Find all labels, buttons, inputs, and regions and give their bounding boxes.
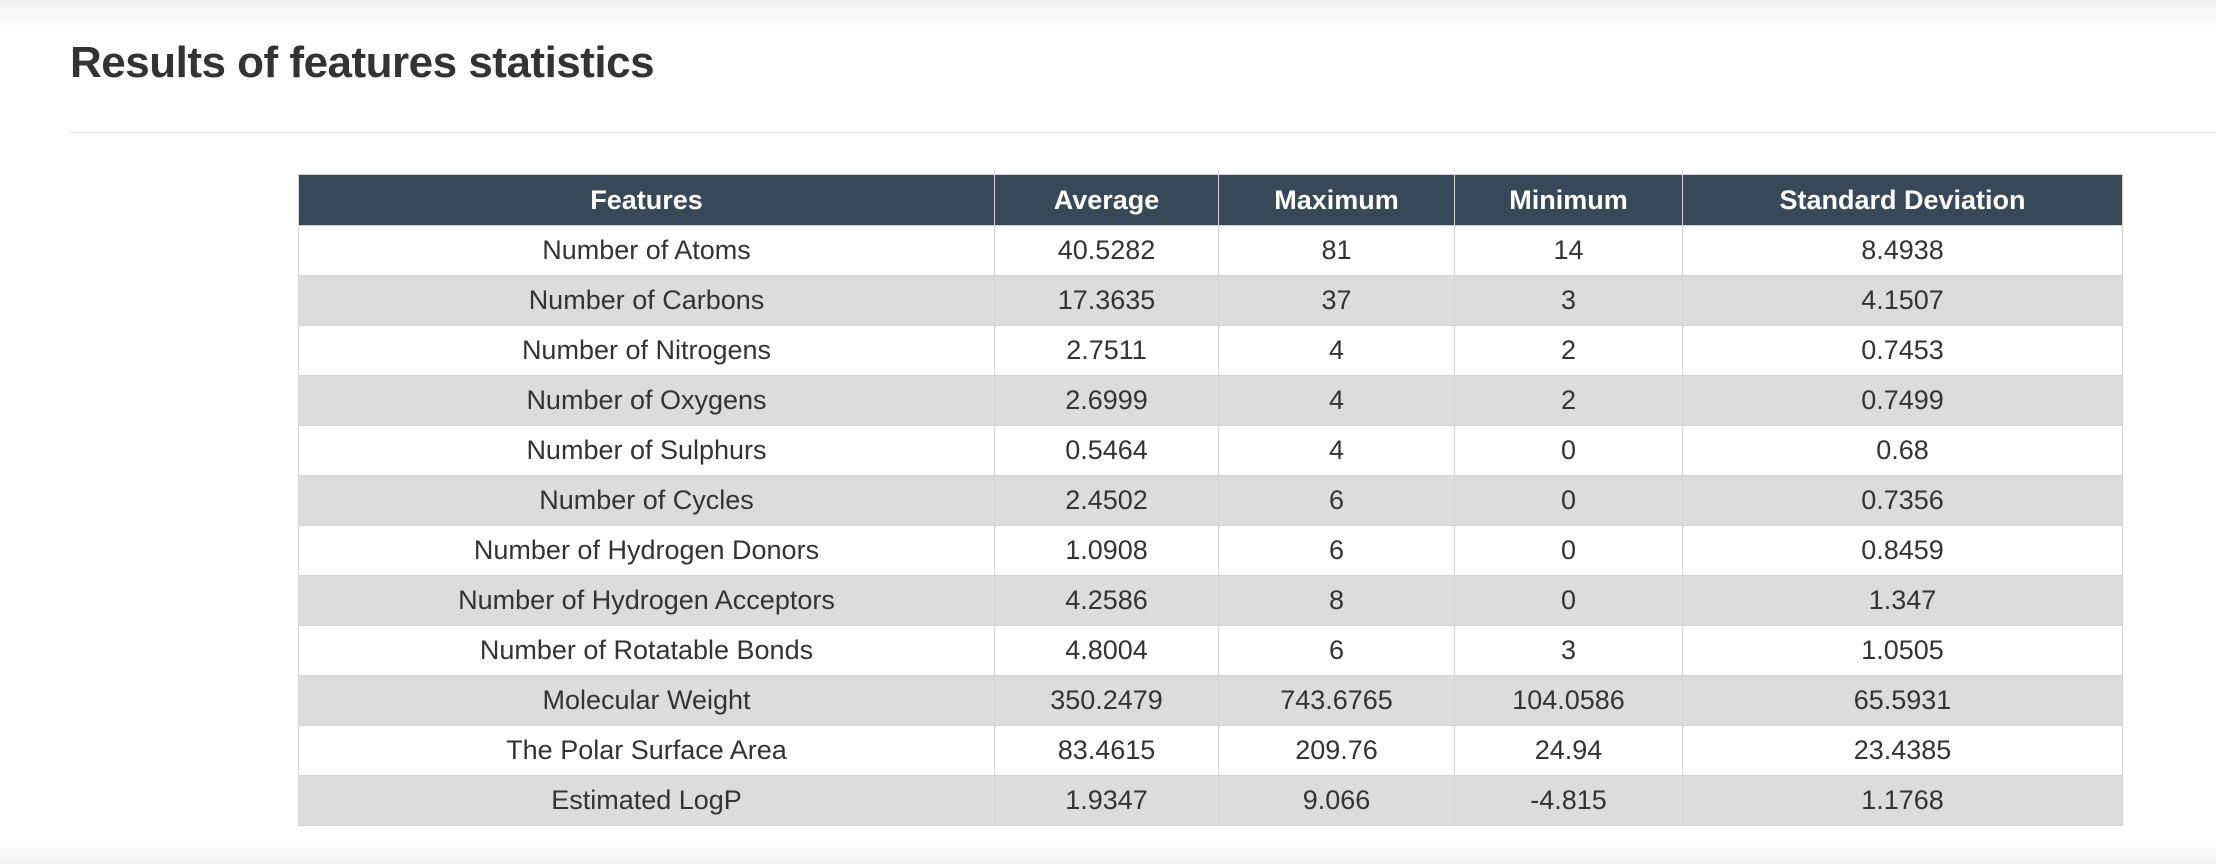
cell-feature: Number of Hydrogen Acceptors <box>298 575 995 626</box>
cell-feature: Number of Oxygens <box>298 375 995 426</box>
cell-minimum: 2 <box>1454 325 1683 376</box>
cell-std-dev: 4.1507 <box>1682 275 2123 326</box>
cell-maximum: 81 <box>1218 225 1455 276</box>
cell-average: 1.0908 <box>994 525 1219 576</box>
cell-std-dev: 0.7356 <box>1682 475 2123 526</box>
cell-minimum: 0 <box>1454 475 1683 526</box>
cell-feature: Number of Carbons <box>298 275 995 326</box>
title-divider <box>70 132 2216 133</box>
features-statistics-table: Features Average Maximum Minimum Standar… <box>298 174 2123 826</box>
page-title: Results of features statistics <box>70 38 655 87</box>
table-row: Number of Sulphurs 0.5464 4 0 0.68 <box>298 425 2123 476</box>
header-average: Average <box>994 174 1219 226</box>
cell-std-dev: 23.4385 <box>1682 725 2123 776</box>
cell-minimum: 14 <box>1454 225 1683 276</box>
cell-maximum: 8 <box>1218 575 1455 626</box>
table-row: Number of Carbons 17.3635 37 3 4.1507 <box>298 275 2123 326</box>
cell-feature: Estimated LogP <box>298 775 995 826</box>
cell-feature: Molecular Weight <box>298 675 995 726</box>
top-shade <box>0 0 2216 30</box>
cell-maximum: 37 <box>1218 275 1455 326</box>
cell-maximum: 209.76 <box>1218 725 1455 776</box>
cell-average: 4.8004 <box>994 625 1219 676</box>
cell-maximum: 6 <box>1218 625 1455 676</box>
cell-feature: Number of Rotatable Bonds <box>298 625 995 676</box>
table-row: Number of Nitrogens 2.7511 4 2 0.7453 <box>298 325 2123 376</box>
cell-average: 0.5464 <box>994 425 1219 476</box>
cell-minimum: 3 <box>1454 625 1683 676</box>
cell-average: 17.3635 <box>994 275 1219 326</box>
cell-feature: Number of Atoms <box>298 225 995 276</box>
table-row: Number of Cycles 2.4502 6 0 0.7356 <box>298 475 2123 526</box>
table-row: Molecular Weight 350.2479 743.6765 104.0… <box>298 675 2123 726</box>
cell-std-dev: 0.7499 <box>1682 375 2123 426</box>
cell-average: 350.2479 <box>994 675 1219 726</box>
table-row: Number of Oxygens 2.6999 4 2 0.7499 <box>298 375 2123 426</box>
cell-minimum: 2 <box>1454 375 1683 426</box>
table-row: Number of Rotatable Bonds 4.8004 6 3 1.0… <box>298 625 2123 676</box>
cell-maximum: 6 <box>1218 475 1455 526</box>
cell-feature: The Polar Surface Area <box>298 725 995 776</box>
table-row: Number of Hydrogen Donors 1.0908 6 0 0.8… <box>298 525 2123 576</box>
cell-std-dev: 8.4938 <box>1682 225 2123 276</box>
cell-maximum: 6 <box>1218 525 1455 576</box>
cell-std-dev: 0.8459 <box>1682 525 2123 576</box>
cell-std-dev: 0.68 <box>1682 425 2123 476</box>
cell-average: 2.7511 <box>994 325 1219 376</box>
cell-maximum: 9.066 <box>1218 775 1455 826</box>
cell-average: 83.4615 <box>994 725 1219 776</box>
cell-maximum: 743.6765 <box>1218 675 1455 726</box>
cell-std-dev: 1.1768 <box>1682 775 2123 826</box>
cell-minimum: 24.94 <box>1454 725 1683 776</box>
header-minimum: Minimum <box>1454 174 1683 226</box>
header-standard-deviation: Standard Deviation <box>1682 174 2123 226</box>
cell-std-dev: 1.347 <box>1682 575 2123 626</box>
table-header-row: Features Average Maximum Minimum Standar… <box>298 174 2123 226</box>
cell-minimum: 104.0586 <box>1454 675 1683 726</box>
bottom-shade <box>0 844 2216 864</box>
cell-minimum: 0 <box>1454 525 1683 576</box>
table-row: Estimated LogP 1.9347 9.066 -4.815 1.176… <box>298 775 2123 826</box>
cell-std-dev: 65.5931 <box>1682 675 2123 726</box>
cell-average: 4.2586 <box>994 575 1219 626</box>
cell-std-dev: 0.7453 <box>1682 325 2123 376</box>
header-features: Features <box>298 174 995 226</box>
cell-feature: Number of Nitrogens <box>298 325 995 376</box>
cell-feature: Number of Cycles <box>298 475 995 526</box>
cell-std-dev: 1.0505 <box>1682 625 2123 676</box>
table-row: The Polar Surface Area 83.4615 209.76 24… <box>298 725 2123 776</box>
cell-minimum: -4.815 <box>1454 775 1683 826</box>
cell-maximum: 4 <box>1218 375 1455 426</box>
cell-average: 2.4502 <box>994 475 1219 526</box>
cell-maximum: 4 <box>1218 325 1455 376</box>
cell-maximum: 4 <box>1218 425 1455 476</box>
table-row: Number of Hydrogen Acceptors 4.2586 8 0 … <box>298 575 2123 626</box>
header-maximum: Maximum <box>1218 174 1455 226</box>
cell-average: 2.6999 <box>994 375 1219 426</box>
cell-feature: Number of Hydrogen Donors <box>298 525 995 576</box>
table-row: Number of Atoms 40.5282 81 14 8.4938 <box>298 225 2123 276</box>
cell-minimum: 3 <box>1454 275 1683 326</box>
cell-average: 1.9347 <box>994 775 1219 826</box>
cell-feature: Number of Sulphurs <box>298 425 995 476</box>
cell-minimum: 0 <box>1454 575 1683 626</box>
cell-average: 40.5282 <box>994 225 1219 276</box>
cell-minimum: 0 <box>1454 425 1683 476</box>
